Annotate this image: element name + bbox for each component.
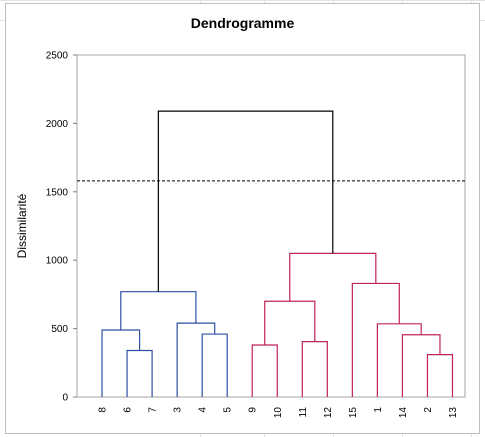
leaf-label: 13 [448,407,459,419]
leaf-label: 3 [173,407,184,413]
chart-object[interactable] [5,3,480,434]
leaf-label: 15 [348,407,359,419]
leaf-label: 10 [273,407,284,419]
dendrogram-link-cluster_1 [126,349,153,397]
dendrogram-link-root [157,110,334,292]
dendrogram-link-cluster_2 [426,353,454,397]
dendrogram-link-cluster_1 [201,333,228,397]
leaf-label: 6 [123,407,134,413]
y-tick-label: 1000 [46,256,69,267]
leaf-label: 11 [298,407,309,418]
plot-area-border [76,54,466,398]
dendrogram-link-cluster_1 [120,291,197,330]
leaf-label: 14 [398,407,409,419]
dendrogram-link-cluster_2 [401,334,441,397]
dendrogram-link-cluster_2 [264,300,316,346]
leaf-label: 7 [148,407,159,413]
y-tick-label: 2000 [46,119,69,130]
y-tick-label: 0 [62,393,68,404]
leaf-label: 1 [373,407,384,413]
chart-title: Dendrogramme [190,15,295,31]
leaf-label: 9 [248,407,259,413]
leaf-label: 12 [323,407,334,419]
leaf-label: 5 [223,407,234,413]
leaf-label: 2 [423,407,434,413]
leaf-label: 8 [98,407,109,413]
dendrogram-link-cluster_1 [101,329,141,397]
leaf-label: 4 [198,407,209,413]
dendrogram-link-cluster_2 [351,282,400,397]
y-tick-label: 2500 [46,51,69,62]
dendrogram-link-cluster_2 [289,252,377,302]
y-tick-label: 500 [51,324,68,335]
y-tick-label: 1500 [46,187,69,198]
dendrogram-link-cluster_2 [301,340,328,397]
dendrogram-link-cluster_2 [251,344,278,397]
